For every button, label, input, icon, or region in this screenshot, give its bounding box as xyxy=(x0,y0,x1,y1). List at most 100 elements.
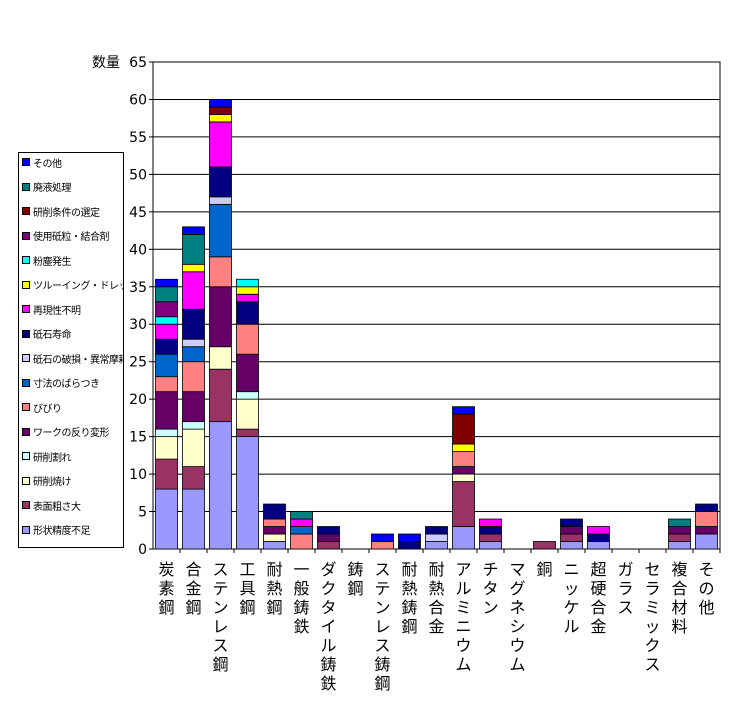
legend-label: ツルーイング・ドレッシング xyxy=(33,281,124,292)
bar-segment xyxy=(155,316,178,325)
bar-segment xyxy=(695,533,718,550)
bar-segment xyxy=(155,488,178,550)
y-tick-label: 30 xyxy=(129,317,147,333)
bar-segment xyxy=(236,286,259,295)
bar-segment xyxy=(263,503,286,520)
bar-segment xyxy=(371,541,394,550)
bar-segment xyxy=(371,533,394,542)
x-tick-label: ダクタイル鋳鉄 xyxy=(320,560,337,693)
bar-segment xyxy=(263,541,286,550)
legend-label: 形状精度不足 xyxy=(33,526,91,537)
legend-item: 砥石寿命 xyxy=(22,327,124,341)
y-tick-label: 45 xyxy=(129,205,147,221)
bar-segment xyxy=(209,346,232,370)
x-tick-label: チタン xyxy=(482,560,499,617)
legend-item: 研削条件の選定 xyxy=(22,204,124,218)
bar-segment xyxy=(209,256,232,288)
bar-segment xyxy=(155,301,178,318)
legend-item: 研削焼け xyxy=(22,474,124,488)
bar-segment xyxy=(209,114,232,123)
bar-segment xyxy=(560,541,583,550)
legend-item: びびり xyxy=(22,400,124,414)
legend-swatch xyxy=(22,329,30,338)
bar-segment xyxy=(155,338,178,355)
x-tick-label: アルミニウム xyxy=(455,560,472,674)
y-axis-ticks: 0 5 10 15 20 25 30 35 40 45 50 55 60 65 xyxy=(129,55,153,558)
bar-segment xyxy=(155,353,178,378)
bars xyxy=(155,99,721,553)
bar-segment xyxy=(236,428,259,438)
bar-segment xyxy=(668,526,691,535)
bar-segment xyxy=(587,526,610,535)
legend-item: ワークの反り変形 xyxy=(22,425,124,439)
bar-segment xyxy=(317,526,340,535)
x-tick-label: マグネシウム xyxy=(509,560,526,674)
bar-segment xyxy=(425,533,448,542)
bar-segment xyxy=(668,533,691,542)
x-tick-label: ステンレス鋼 xyxy=(212,560,229,674)
bar-segment xyxy=(182,308,205,340)
legend-item: 再現性不明 xyxy=(22,302,124,316)
legend-item: 砥石の破損・異常摩耗 xyxy=(22,351,124,365)
bar-segment xyxy=(668,518,691,527)
bar-segment xyxy=(155,323,178,340)
legend-item: 表面粗さ大 xyxy=(22,498,124,512)
bar-segment xyxy=(182,338,205,348)
legend-swatch xyxy=(22,525,30,534)
legend-swatch xyxy=(22,231,30,240)
x-tick-label: 耐熱合金 xyxy=(428,560,445,636)
x-tick-label: 耐熱鋳鋼 xyxy=(401,560,418,636)
x-tick-label: 合金鋼 xyxy=(185,560,202,617)
bar-segment xyxy=(290,511,313,520)
x-tick-label: 複合材料 xyxy=(671,560,688,636)
bar-segment xyxy=(695,511,718,527)
y-tick-label: 25 xyxy=(129,355,147,371)
bar-segment xyxy=(479,533,502,542)
legend-swatch xyxy=(22,403,30,411)
legend-label: 表面粗さ大 xyxy=(33,501,81,513)
bar-segment xyxy=(209,121,232,168)
bar-segment xyxy=(209,368,232,423)
bar-segment xyxy=(452,406,475,415)
bar-segment xyxy=(155,458,178,490)
legend-swatch xyxy=(22,378,30,387)
legend-item: 粉塵発生 xyxy=(22,253,124,267)
y-tick-label: 5 xyxy=(138,505,147,521)
x-tick-label: ステンレス鋳鋼 xyxy=(374,560,391,693)
bar-segment xyxy=(155,286,178,303)
bar-segment xyxy=(263,526,286,535)
bar-segment xyxy=(155,428,178,438)
bar-segment xyxy=(452,473,475,482)
bar-segment xyxy=(209,421,232,550)
bar-segment xyxy=(182,271,205,310)
x-tick-label: 炭素鋼 xyxy=(158,560,175,617)
x-tick-label: 銅 xyxy=(536,560,553,579)
bar-segment xyxy=(479,541,502,550)
bar-segment xyxy=(182,233,205,265)
legend-label: 研削割れ xyxy=(33,452,72,464)
bar-segment xyxy=(182,361,205,393)
bar-segment xyxy=(209,166,232,198)
bar-segment xyxy=(560,533,583,542)
x-tick-label: 工具鋼 xyxy=(239,560,256,617)
bar-segment xyxy=(425,541,448,550)
bar-segment xyxy=(236,301,259,325)
bar-segment xyxy=(695,526,718,535)
legend-label: 再現性不明 xyxy=(33,305,81,317)
legend-label: びびり xyxy=(33,403,62,415)
legend-label: その他 xyxy=(33,158,62,170)
legend-swatch xyxy=(22,182,30,191)
bar-segment xyxy=(182,263,205,273)
bar-segment xyxy=(290,526,313,535)
legend-item: 使用砥粒・結合剤 xyxy=(22,229,124,243)
bar-segment xyxy=(290,518,313,527)
legend-swatch xyxy=(22,427,30,436)
bar-segment xyxy=(452,526,475,550)
legend-label: 砥石の破損・異常摩耗 xyxy=(33,354,124,366)
bar-segment xyxy=(398,541,421,550)
legend-label: 使用砥粒・結合剤 xyxy=(33,232,110,243)
bar-segment xyxy=(452,413,475,445)
x-tick-label: 耐熱鋼 xyxy=(266,560,283,617)
bar-segment xyxy=(263,518,286,527)
